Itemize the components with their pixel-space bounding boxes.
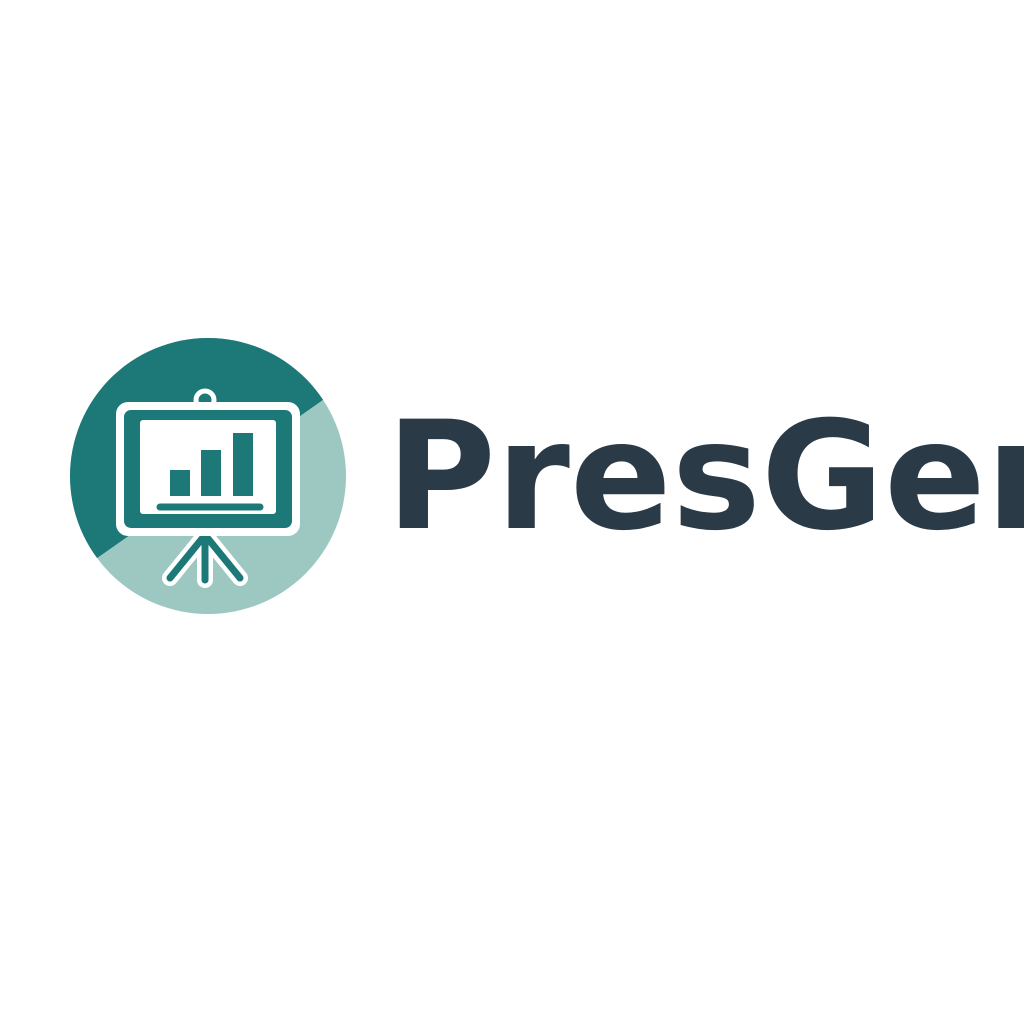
logo-icon: [70, 338, 346, 614]
logo-text: PresGen: [386, 390, 1024, 564]
